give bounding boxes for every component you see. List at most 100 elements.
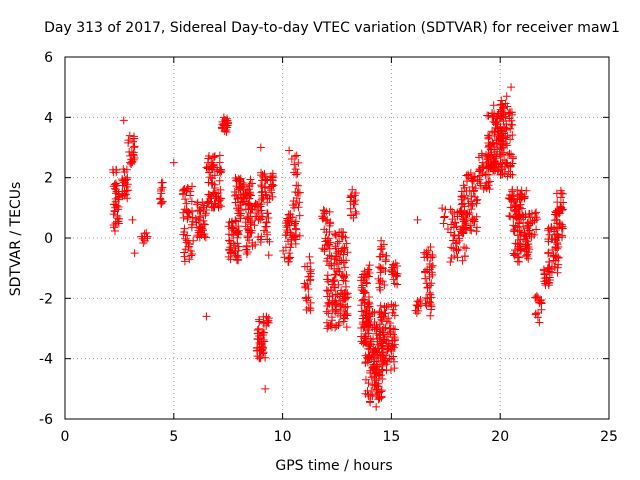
- data-point: [130, 142, 139, 151]
- data-point: [293, 168, 302, 177]
- data-point: [342, 256, 351, 265]
- data-point: [210, 152, 219, 161]
- data-point: [123, 186, 132, 195]
- data-point: [114, 202, 123, 211]
- data-point: [119, 116, 128, 125]
- data-point: [368, 380, 377, 389]
- data-point: [337, 302, 346, 311]
- data-point: [320, 245, 329, 254]
- data-point: [380, 356, 389, 365]
- data-point: [322, 228, 331, 237]
- data-point: [358, 296, 367, 305]
- data-point: [363, 300, 372, 309]
- data-point: [233, 252, 242, 261]
- data-point: [182, 199, 191, 208]
- data-point: [376, 371, 385, 380]
- data-point: [515, 226, 524, 235]
- data-point: [332, 231, 341, 240]
- data-point: [209, 163, 218, 172]
- data-point: [513, 231, 522, 240]
- data-point: [124, 138, 133, 147]
- data-point: [506, 150, 515, 159]
- data-point: [343, 309, 352, 318]
- data-point: [330, 229, 339, 238]
- data-point: [243, 224, 252, 233]
- data-point: [426, 298, 435, 307]
- data-point: [361, 319, 370, 328]
- data-point: [259, 335, 268, 344]
- data-point: [457, 192, 466, 201]
- data-point: [427, 300, 436, 309]
- data-point: [551, 243, 560, 252]
- data-point: [379, 357, 388, 366]
- data-point: [483, 111, 492, 120]
- data-point: [195, 206, 204, 215]
- data-point: [372, 329, 381, 338]
- data-point: [447, 243, 456, 252]
- data-point: [509, 221, 518, 230]
- data-point: [545, 278, 554, 287]
- data-point: [291, 217, 300, 226]
- data-point: [373, 389, 382, 398]
- data-point: [506, 135, 515, 144]
- data-point: [204, 154, 213, 163]
- data-point: [366, 398, 375, 407]
- data-point: [426, 243, 435, 252]
- data-point: [253, 200, 262, 209]
- data-point: [505, 149, 514, 158]
- data-point: [254, 324, 263, 333]
- data-point: [216, 194, 225, 203]
- data-point: [501, 125, 510, 134]
- data-point: [327, 286, 336, 295]
- data-point: [306, 258, 315, 267]
- data-point: [328, 277, 337, 286]
- data-point: [200, 220, 209, 229]
- data-point: [337, 256, 346, 265]
- data-point: [130, 134, 139, 143]
- data-point: [337, 246, 346, 255]
- data-point: [553, 219, 562, 228]
- data-point: [544, 224, 553, 233]
- data-point: [374, 382, 383, 391]
- data-point: [468, 214, 477, 223]
- data-point: [223, 121, 232, 130]
- axes: 0 5 10 15 20 25 -6 -4 -2 0 2 4 6: [39, 50, 618, 445]
- data-point: [180, 257, 189, 266]
- data-point: [261, 384, 270, 393]
- data-point: [250, 221, 259, 230]
- data-point: [365, 299, 374, 308]
- data-point: [378, 313, 387, 322]
- data-point: [386, 365, 395, 374]
- data-point: [443, 224, 452, 233]
- data-point: [111, 194, 120, 203]
- data-point: [305, 252, 314, 261]
- data-point: [295, 211, 304, 220]
- x-tick-label: 25: [600, 429, 618, 445]
- data-point: [460, 252, 469, 261]
- data-point: [187, 220, 196, 229]
- data-point: [552, 215, 561, 224]
- data-point: [377, 242, 386, 251]
- data-point: [237, 193, 246, 202]
- data-point: [234, 230, 243, 239]
- data-point: [506, 124, 515, 133]
- data-point: [376, 285, 385, 294]
- data-point: [326, 218, 335, 227]
- data-point: [122, 182, 131, 191]
- data-point: [449, 244, 458, 253]
- data-point: [215, 176, 224, 185]
- data-point: [331, 290, 340, 299]
- data-point: [389, 260, 398, 269]
- data-point: [515, 212, 524, 221]
- data-point: [516, 240, 525, 249]
- data-point: [157, 189, 166, 198]
- data-point: [362, 279, 371, 288]
- data-point: [365, 268, 374, 277]
- data-point: [352, 209, 361, 218]
- data-point: [393, 272, 402, 281]
- data-point: [245, 236, 254, 245]
- data-point: [359, 286, 368, 295]
- data-point: [453, 208, 462, 217]
- data-point: [545, 264, 554, 273]
- data-point: [257, 195, 266, 204]
